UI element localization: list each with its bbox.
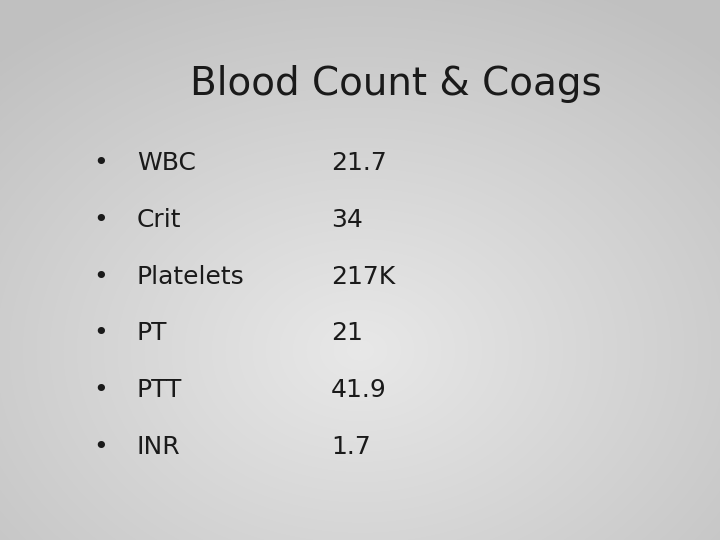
Text: •: • [94, 151, 108, 175]
Text: Platelets: Platelets [137, 265, 245, 288]
Text: 21.7: 21.7 [331, 151, 387, 175]
Text: PT: PT [137, 321, 167, 345]
Text: 1.7: 1.7 [331, 435, 371, 458]
Text: Crit: Crit [137, 208, 181, 232]
Text: INR: INR [137, 435, 181, 458]
Text: Blood Count & Coags: Blood Count & Coags [190, 65, 602, 103]
Text: 217K: 217K [331, 265, 395, 288]
Text: 41.9: 41.9 [331, 378, 387, 402]
Text: 21: 21 [331, 321, 363, 345]
Text: •: • [94, 208, 108, 232]
Text: •: • [94, 435, 108, 458]
Text: •: • [94, 378, 108, 402]
Text: 34: 34 [331, 208, 363, 232]
Text: WBC: WBC [137, 151, 196, 175]
Text: •: • [94, 321, 108, 345]
Text: PTT: PTT [137, 378, 182, 402]
Text: •: • [94, 265, 108, 288]
